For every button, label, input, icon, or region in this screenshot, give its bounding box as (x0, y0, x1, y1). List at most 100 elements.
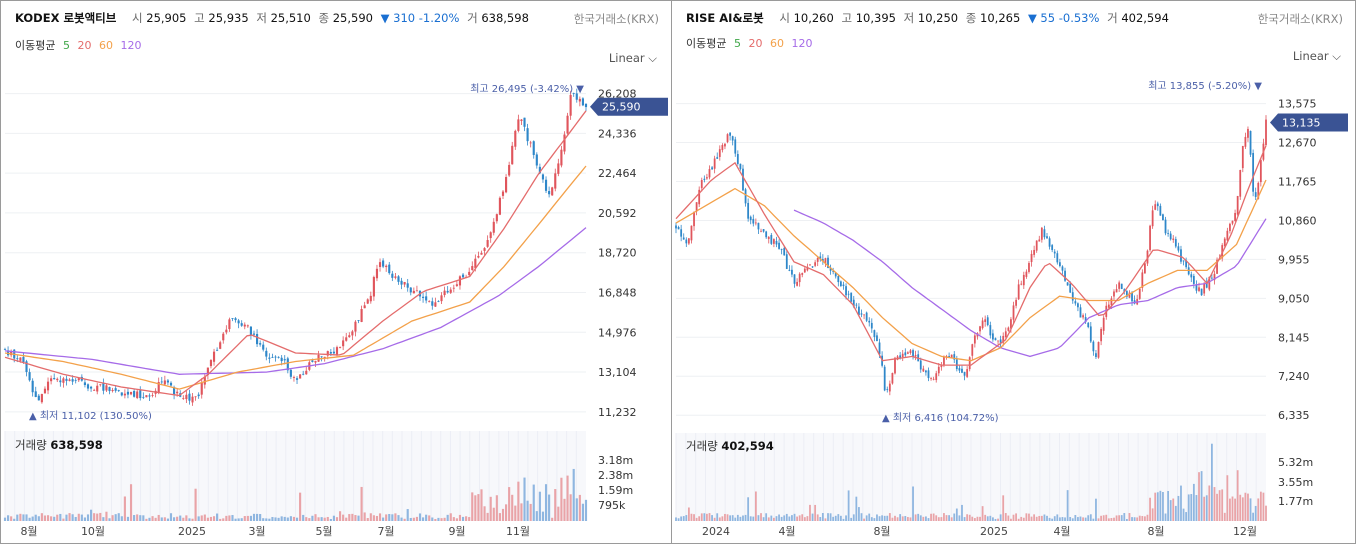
price-chart[interactable]: 26,208 24,336 22,464 20,592 18,720 16,848 14,9… (1, 1, 672, 544)
candle-body (955, 359, 958, 370)
volume-bar (713, 517, 716, 521)
volume-bar (731, 515, 734, 521)
candle-body (529, 142, 532, 144)
volume-bar (896, 517, 899, 521)
candle-body (188, 393, 191, 401)
volume-bar (449, 513, 452, 521)
volume-bar (955, 508, 958, 521)
volume-bar (535, 511, 538, 521)
volume-bar (767, 517, 770, 521)
volume-bar (289, 516, 292, 521)
volume-bar (560, 477, 563, 521)
candle-body (816, 257, 819, 262)
candle-body (455, 284, 458, 286)
volume-bar (1002, 495, 1005, 521)
volume-bar (1164, 513, 1167, 521)
volume-bar (548, 494, 551, 521)
volume-bar (1205, 495, 1208, 521)
volume-bar (1257, 498, 1260, 521)
candle-body (437, 300, 440, 302)
candle-body (693, 211, 695, 227)
volume-bar (495, 495, 498, 521)
candle-body (943, 356, 945, 366)
volume-bar (1015, 513, 1017, 521)
candle-body (1128, 292, 1131, 298)
volume-bar (1187, 494, 1190, 521)
volume-bar (314, 514, 317, 521)
volume-bar (801, 514, 804, 521)
volume-bar (695, 517, 698, 521)
current-price-badge (590, 97, 668, 116)
volume-bar (989, 515, 992, 521)
candle-body (873, 330, 876, 337)
ticker-name[interactable]: RISE AI&로봇 (686, 11, 764, 25)
price-chart[interactable]: 13,575 12,670 11,765 10,860 9,955 9,050 8,145 7… (672, 1, 1356, 544)
scale-dropdown[interactable]: Linear ⌵ (609, 51, 657, 66)
candle-body (1257, 182, 1260, 199)
close-label: 종 (318, 11, 330, 25)
candle-body (514, 130, 517, 147)
candle-body (883, 366, 886, 391)
candle-body (1177, 246, 1180, 251)
volume-bar (1249, 498, 1252, 521)
x-tick-label: 12월 (1233, 525, 1257, 538)
candle-body (335, 347, 339, 355)
volume-bar (114, 514, 117, 521)
x-tick-label: 9월 (448, 525, 465, 538)
candle-body (575, 93, 578, 100)
volume-bar (46, 515, 50, 521)
volume-bar (950, 517, 953, 521)
x-tick-label: 7월 (377, 525, 394, 538)
volume-bar (194, 488, 197, 521)
volume-bar (1056, 514, 1059, 521)
candle-body (852, 299, 855, 307)
volume-bar (1110, 518, 1113, 521)
candle-body (1241, 145, 1244, 169)
volume-bar (1231, 496, 1234, 521)
candle-body (323, 356, 326, 359)
volume-bar (814, 504, 817, 521)
moving-average-legend[interactable]: 이동평균 5 20 60 120 (15, 37, 141, 53)
candle-body (1192, 275, 1195, 284)
scale-dropdown[interactable]: Linear ⌵ (1293, 49, 1341, 64)
candle-body (378, 262, 382, 268)
candle-body (572, 93, 575, 94)
ticker-name[interactable]: KODEX 로봇액티브 (15, 11, 117, 25)
volume-bar (280, 516, 283, 521)
volume-bar (927, 518, 930, 521)
candle-body (169, 382, 173, 386)
volume-bar (308, 518, 311, 521)
volume-bar (1151, 508, 1154, 521)
candle-body (311, 360, 314, 362)
candle-body (268, 357, 271, 359)
close-value: 10,265 (980, 11, 1021, 25)
volume-bar (532, 484, 535, 521)
x-tick-label: 4월 (1053, 525, 1070, 538)
candle-body (773, 239, 775, 244)
volume-bar (65, 514, 68, 521)
volume-bar (246, 515, 249, 521)
volume-bar (739, 516, 742, 521)
candle-body (176, 391, 179, 394)
volume-bar (1125, 518, 1128, 521)
candle-body (1210, 277, 1213, 279)
moving-average-legend[interactable]: 이동평균 5 20 60 120 (686, 35, 812, 51)
candle-body (891, 372, 894, 384)
volume-bar (999, 514, 1002, 521)
candle-body (726, 134, 729, 142)
ma120-line (4, 227, 587, 375)
volume-tick-label: 3.55m (1278, 476, 1313, 489)
ma-label: 이동평균 (15, 39, 56, 52)
volume-bar (1061, 517, 1064, 521)
candle-body (806, 266, 809, 271)
candle-body (173, 387, 176, 395)
candle-body (783, 248, 786, 256)
candle-body (1053, 251, 1056, 254)
candle-body (474, 258, 477, 268)
volume-bar (865, 515, 868, 521)
candle-body (953, 354, 956, 360)
volume-bar (914, 514, 917, 521)
candle-body (832, 271, 835, 273)
volume-bar (80, 514, 83, 521)
volume-bar (981, 506, 984, 521)
